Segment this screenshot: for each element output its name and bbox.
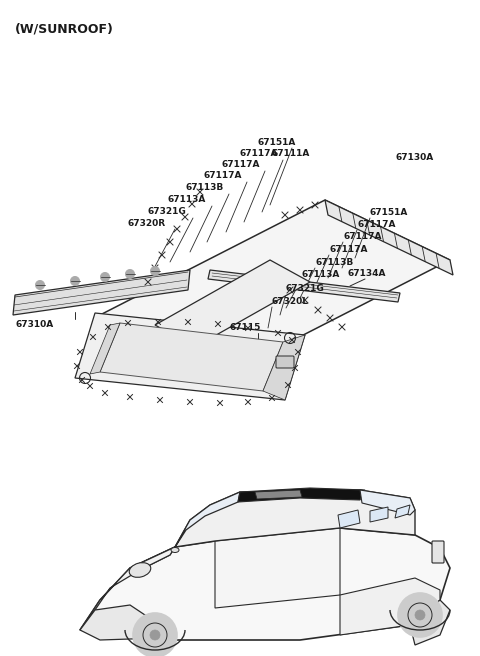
Ellipse shape	[129, 563, 151, 577]
Text: 67130A: 67130A	[395, 153, 433, 162]
Polygon shape	[175, 490, 415, 547]
Text: 67320R: 67320R	[127, 219, 165, 228]
Text: (W/SUNROOF): (W/SUNROOF)	[15, 22, 114, 35]
Polygon shape	[410, 600, 450, 645]
Polygon shape	[338, 510, 360, 528]
Text: 67117A: 67117A	[239, 149, 277, 158]
Circle shape	[36, 281, 45, 289]
Text: 67134A: 67134A	[347, 269, 385, 278]
Circle shape	[151, 266, 159, 276]
Polygon shape	[238, 488, 365, 502]
Circle shape	[398, 593, 442, 637]
Text: 67117A: 67117A	[357, 220, 396, 229]
FancyBboxPatch shape	[432, 541, 444, 563]
Text: 67320L: 67320L	[272, 297, 309, 306]
Polygon shape	[130, 492, 240, 570]
Text: 67113A: 67113A	[301, 270, 339, 279]
Circle shape	[133, 613, 177, 656]
Text: 67310A: 67310A	[15, 320, 53, 329]
Text: 67151A: 67151A	[257, 138, 295, 147]
Text: 67321G: 67321G	[286, 284, 325, 293]
Text: 67117A: 67117A	[203, 171, 241, 180]
Polygon shape	[325, 200, 453, 275]
Polygon shape	[80, 528, 450, 640]
Polygon shape	[80, 547, 175, 630]
Polygon shape	[263, 335, 305, 400]
Text: 67115: 67115	[230, 323, 262, 332]
Text: 67117A: 67117A	[343, 232, 382, 241]
Circle shape	[415, 610, 425, 620]
Text: 67111A: 67111A	[271, 149, 310, 158]
Polygon shape	[208, 270, 400, 302]
Polygon shape	[90, 323, 120, 374]
Circle shape	[100, 272, 109, 281]
Polygon shape	[395, 505, 410, 518]
Polygon shape	[13, 270, 190, 315]
Polygon shape	[100, 200, 450, 375]
Ellipse shape	[171, 548, 179, 552]
Polygon shape	[340, 578, 440, 635]
Text: 67117A: 67117A	[329, 245, 368, 254]
Text: 67113B: 67113B	[315, 258, 353, 267]
Polygon shape	[155, 260, 310, 347]
Polygon shape	[215, 528, 340, 608]
Polygon shape	[100, 323, 283, 391]
Circle shape	[71, 276, 80, 285]
Circle shape	[150, 630, 160, 640]
Polygon shape	[360, 490, 415, 515]
Polygon shape	[255, 490, 302, 499]
Polygon shape	[80, 605, 160, 640]
Text: 67117A: 67117A	[221, 160, 260, 169]
Polygon shape	[75, 313, 305, 400]
Text: 67321G: 67321G	[147, 207, 186, 216]
Text: 67151A: 67151A	[370, 208, 408, 217]
Polygon shape	[370, 507, 388, 522]
Text: 67113B: 67113B	[185, 183, 223, 192]
FancyBboxPatch shape	[276, 356, 294, 368]
Text: 67113A: 67113A	[167, 195, 205, 204]
Circle shape	[125, 270, 134, 279]
